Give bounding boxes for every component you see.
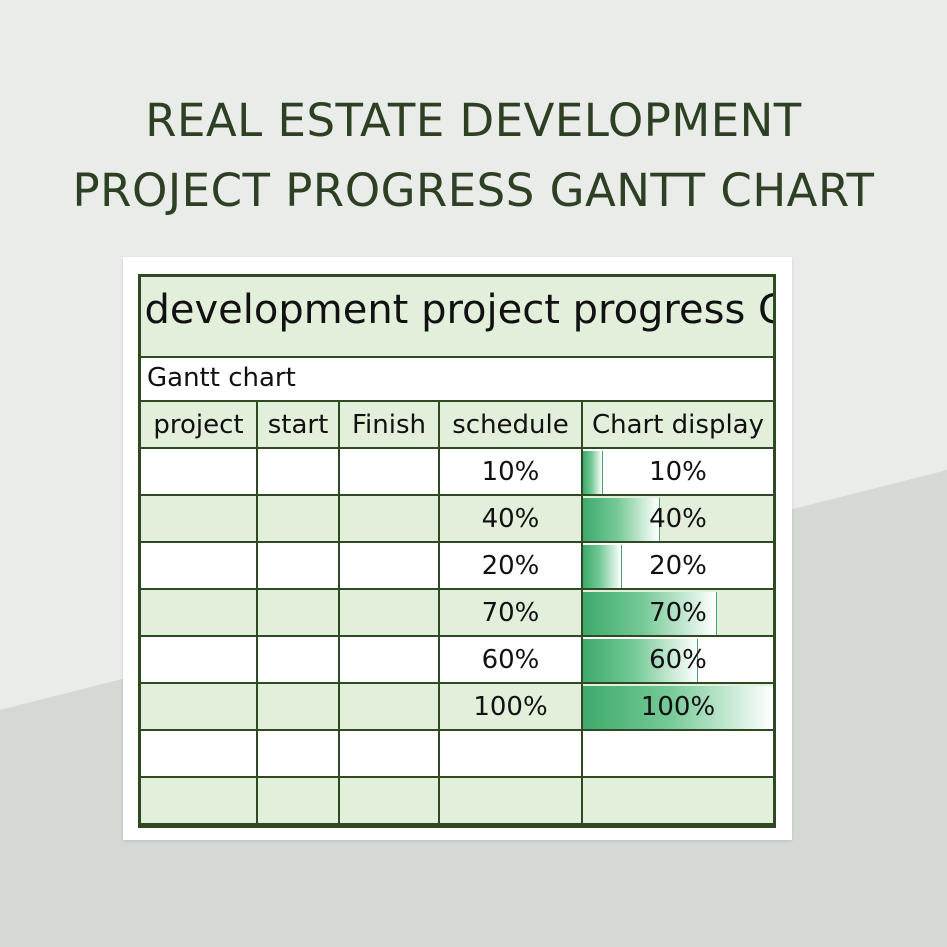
column-header-chart-display[interactable]: Chart display <box>591 409 765 440</box>
cell-chart-display[interactable]: 40% <box>583 496 773 541</box>
cell-chart-display[interactable]: 60% <box>583 637 773 682</box>
cell-chart-display[interactable]: 20% <box>583 543 773 588</box>
progress-bar <box>583 545 622 588</box>
progress-bar-label: 70% <box>649 597 707 628</box>
cell-schedule[interactable]: 70% <box>440 590 583 635</box>
cell-schedule[interactable]: 20% <box>440 543 583 588</box>
sheet-heading: e development project progress G <box>141 287 773 333</box>
cell-schedule[interactable]: 60% <box>440 637 583 682</box>
cell-project[interactable] <box>141 731 258 776</box>
cell-start[interactable] <box>258 590 340 635</box>
column-header-project[interactable]: project <box>141 402 258 447</box>
sheet-title-row: e development project progress G <box>141 274 773 358</box>
table-row <box>141 731 773 778</box>
progress-bar-label: 10% <box>649 456 707 487</box>
cell-finish[interactable] <box>340 496 440 541</box>
spreadsheet-grid: e development project progress G Gantt c… <box>138 274 776 828</box>
progress-bar <box>583 498 660 541</box>
table-row: 40% 40% <box>141 496 773 543</box>
cell-schedule[interactable] <box>440 778 583 823</box>
cell-project[interactable] <box>141 684 258 729</box>
sheet-subtitle: Gantt chart <box>147 363 296 393</box>
spreadsheet-card: e development project progress G Gantt c… <box>123 257 792 840</box>
cell-chart-display[interactable]: 10% <box>583 449 773 494</box>
cell-project[interactable] <box>141 778 258 823</box>
cell-finish[interactable] <box>340 590 440 635</box>
progress-bar <box>583 686 773 729</box>
table-row: 10% 10% <box>141 449 773 496</box>
cell-chart-display[interactable]: 100% <box>583 684 773 729</box>
progress-bar <box>583 592 717 635</box>
cell-schedule[interactable]: 40% <box>440 496 583 541</box>
cell-start[interactable] <box>258 731 340 776</box>
cell-finish[interactable] <box>340 449 440 494</box>
cell-schedule[interactable]: 100% <box>440 684 583 729</box>
cell-finish[interactable] <box>340 543 440 588</box>
cell-project[interactable] <box>141 637 258 682</box>
column-header-schedule[interactable]: schedule <box>440 402 583 447</box>
table-row: 100% 100% <box>141 684 773 731</box>
progress-bar-label: 60% <box>649 644 707 675</box>
cell-project[interactable] <box>141 449 258 494</box>
progress-bar-label: 40% <box>649 503 707 534</box>
column-header-row: project start Finish schedule Chart disp… <box>141 402 773 449</box>
cell-start[interactable] <box>258 543 340 588</box>
cell-schedule[interactable]: 10% <box>440 449 583 494</box>
column-header-start[interactable]: start <box>258 402 340 447</box>
progress-bar-label: 100% <box>640 691 716 722</box>
column-header-finish[interactable]: Finish <box>340 402 440 447</box>
cell-project[interactable] <box>141 496 258 541</box>
cell-start[interactable] <box>258 778 340 823</box>
cell-chart-display[interactable]: 70% <box>583 590 773 635</box>
cell-finish[interactable] <box>340 637 440 682</box>
cell-finish[interactable] <box>340 778 440 823</box>
cell-finish[interactable] <box>340 731 440 776</box>
progress-bar-label: 20% <box>649 550 707 581</box>
cell-finish[interactable] <box>340 684 440 729</box>
table-row: 60% 60% <box>141 637 773 684</box>
cell-start[interactable] <box>258 449 340 494</box>
table-row: 20% 20% <box>141 543 773 590</box>
cell-start[interactable] <box>258 496 340 541</box>
cell-project[interactable] <box>141 590 258 635</box>
cell-project[interactable] <box>141 543 258 588</box>
cell-chart-display[interactable] <box>583 731 773 776</box>
cell-chart-display[interactable] <box>583 778 773 823</box>
table-row <box>141 778 773 825</box>
progress-bar <box>583 451 603 494</box>
cell-schedule[interactable] <box>440 731 583 776</box>
spreadsheet-viewport: e development project progress G Gantt c… <box>138 274 776 828</box>
table-row: 70% 70% <box>141 590 773 637</box>
cell-start[interactable] <box>258 637 340 682</box>
progress-bar <box>583 639 698 682</box>
page-title-line-1: REAL ESTATE DEVELOPMENT <box>145 94 802 147</box>
sheet-subtitle-row: Gantt chart <box>141 358 773 402</box>
page-title-line-2: PROJECT PROGRESS GANTT CHART <box>72 164 875 217</box>
cell-start[interactable] <box>258 684 340 729</box>
